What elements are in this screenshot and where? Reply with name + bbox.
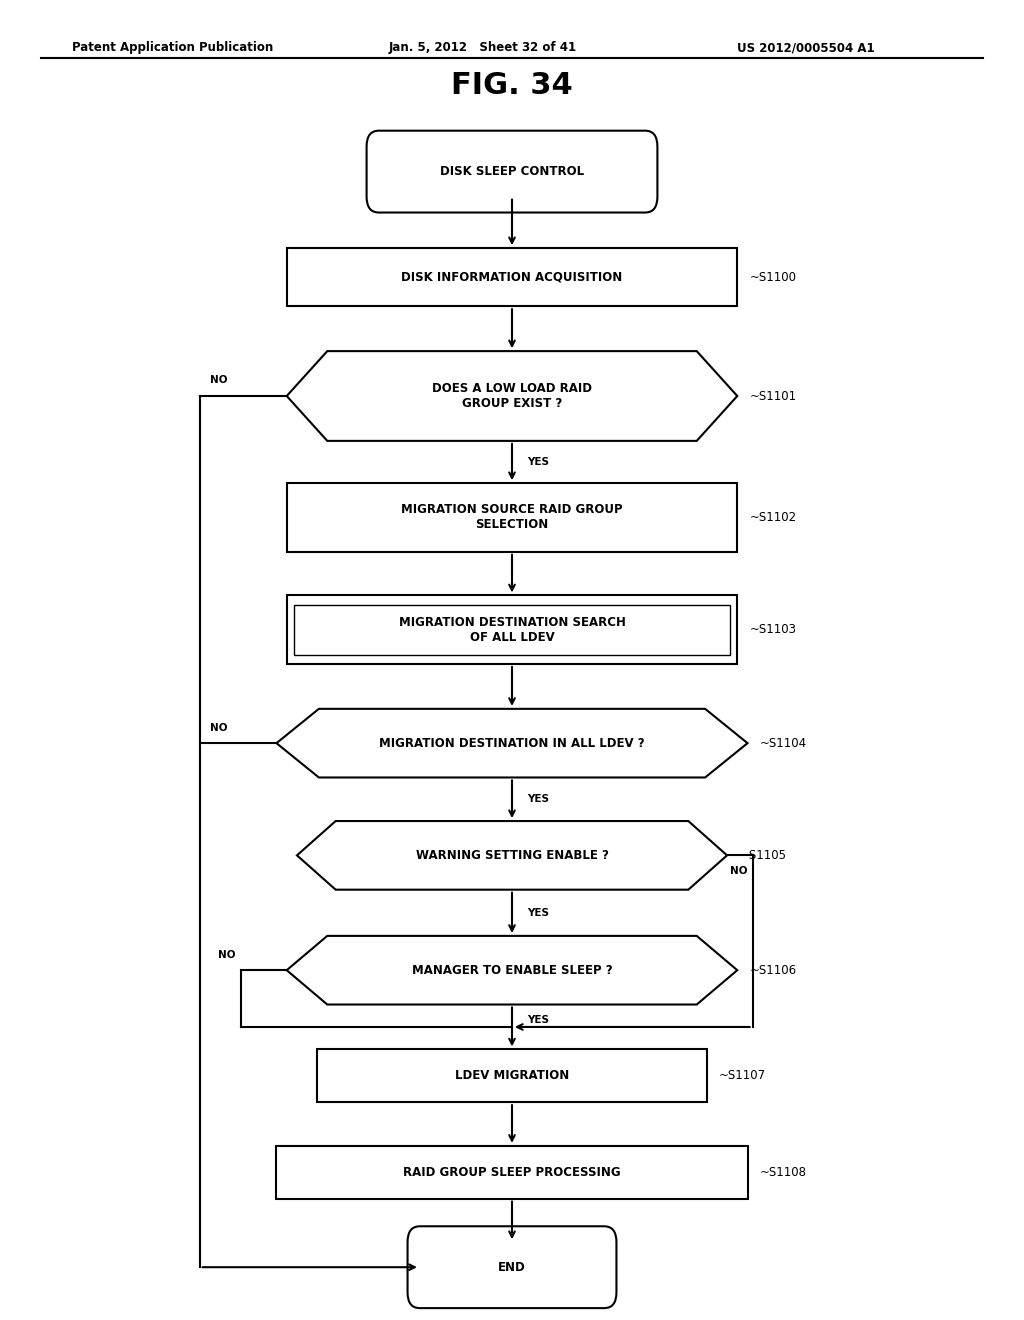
Text: Patent Application Publication: Patent Application Publication: [72, 41, 273, 54]
Text: ~S1108: ~S1108: [760, 1166, 807, 1179]
Text: ~S1103: ~S1103: [750, 623, 797, 636]
Bar: [294, 605, 730, 655]
Text: ~S1100: ~S1100: [750, 271, 797, 284]
Text: ~S1102: ~S1102: [750, 511, 797, 524]
Text: NO: NO: [210, 375, 227, 385]
Polygon shape: [276, 709, 748, 777]
Text: RAID GROUP SLEEP PROCESSING: RAID GROUP SLEEP PROCESSING: [403, 1166, 621, 1179]
Text: ~S1107: ~S1107: [719, 1069, 766, 1082]
Text: LDEV MIGRATION: LDEV MIGRATION: [455, 1069, 569, 1082]
Text: DISK SLEEP CONTROL: DISK SLEEP CONTROL: [440, 165, 584, 178]
Text: MIGRATION DESTINATION IN ALL LDEV ?: MIGRATION DESTINATION IN ALL LDEV ?: [379, 737, 645, 750]
Text: MIGRATION DESTINATION SEARCH
OF ALL LDEV: MIGRATION DESTINATION SEARCH OF ALL LDEV: [398, 615, 626, 644]
Polygon shape: [287, 351, 737, 441]
Text: ~S1106: ~S1106: [750, 964, 797, 977]
Bar: [287, 483, 737, 552]
Text: MIGRATION SOURCE RAID GROUP
SELECTION: MIGRATION SOURCE RAID GROUP SELECTION: [401, 503, 623, 532]
Polygon shape: [297, 821, 727, 890]
Text: WARNING SETTING ENABLE ?: WARNING SETTING ENABLE ?: [416, 849, 608, 862]
Text: YES: YES: [527, 457, 549, 467]
Text: NO: NO: [210, 722, 227, 733]
Bar: [287, 595, 737, 664]
Text: YES: YES: [527, 908, 549, 917]
Polygon shape: [287, 936, 737, 1005]
Text: YES: YES: [527, 795, 549, 804]
Text: Jan. 5, 2012   Sheet 32 of 41: Jan. 5, 2012 Sheet 32 of 41: [389, 41, 578, 54]
Bar: [317, 1049, 707, 1102]
Text: NO: NO: [218, 949, 236, 960]
FancyBboxPatch shape: [408, 1226, 616, 1308]
Text: US 2012/0005504 A1: US 2012/0005504 A1: [737, 41, 874, 54]
Text: NO: NO: [730, 866, 748, 876]
Text: DOES A LOW LOAD RAID
GROUP EXIST ?: DOES A LOW LOAD RAID GROUP EXIST ?: [432, 381, 592, 411]
Text: YES: YES: [527, 1015, 549, 1026]
Text: DISK INFORMATION ACQUISITION: DISK INFORMATION ACQUISITION: [401, 271, 623, 284]
FancyBboxPatch shape: [367, 131, 657, 213]
Text: ~S1105: ~S1105: [739, 849, 786, 862]
Bar: [276, 1146, 748, 1199]
Bar: [287, 248, 737, 306]
Text: END: END: [498, 1261, 526, 1274]
Text: ~S1104: ~S1104: [760, 737, 807, 750]
Text: MANAGER TO ENABLE SLEEP ?: MANAGER TO ENABLE SLEEP ?: [412, 964, 612, 977]
Text: ~S1101: ~S1101: [750, 389, 797, 403]
Text: FIG. 34: FIG. 34: [452, 71, 572, 100]
